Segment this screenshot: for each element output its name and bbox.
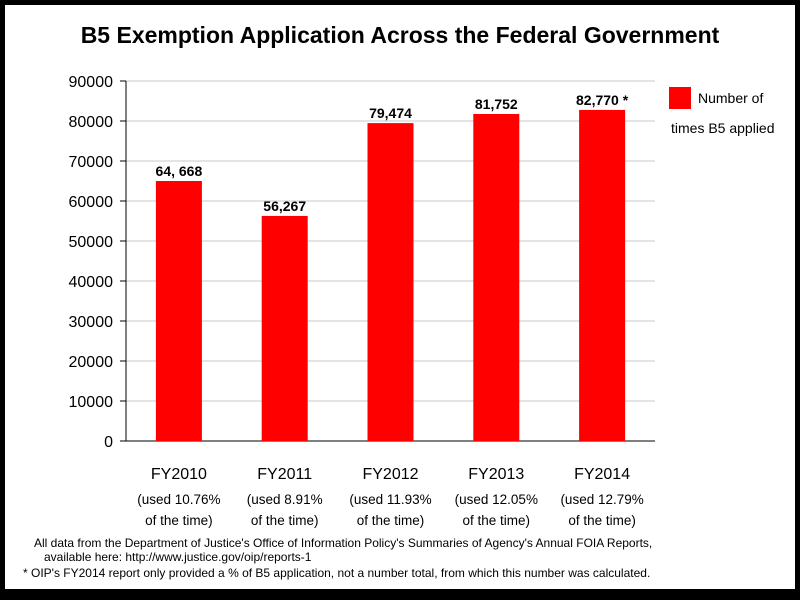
source-note-line1: All data from the Department of Justice'… <box>34 536 653 550</box>
y-tick-label: 10000 <box>69 394 114 411</box>
legend-swatch <box>669 87 691 109</box>
x-category-label: FY2011 <box>257 466 312 483</box>
chart-title: B5 Exemption Application Across the Fede… <box>81 22 720 48</box>
x-category-note: of the time) <box>357 513 425 528</box>
y-tick-label: 30000 <box>69 314 114 331</box>
x-category-note: (used 12.79% <box>560 492 643 507</box>
x-category-note: (used 12.05% <box>455 492 538 507</box>
x-category-note: of the time) <box>568 513 636 528</box>
y-tick-label: 40000 <box>69 274 114 291</box>
y-tick-label: 60000 <box>69 194 114 211</box>
x-category-label: FY2014 <box>574 466 630 483</box>
x-category-note: of the time) <box>251 513 319 528</box>
asterisk-note: * OIP's FY2014 report only provided a % … <box>23 566 651 580</box>
y-axis-ticks: 0 10000 20000 30000 40000 50000 60000 70000 8000… <box>69 74 114 451</box>
legend-label-line2: times B5 applied <box>671 120 775 136</box>
slide: B5 Exemption Application Across the Fede… <box>5 5 795 589</box>
y-tick-label: 50000 <box>69 234 114 251</box>
bar <box>155 181 202 441</box>
x-category-note: (used 11.93% <box>349 492 431 507</box>
x-category-label: FY2013 <box>468 466 524 483</box>
legend-label-line1: Number of <box>698 90 763 106</box>
y-tick-label: 20000 <box>69 354 114 371</box>
bar <box>367 123 414 441</box>
bar-chart: B5 Exemption Application Across the Fede… <box>69 22 775 528</box>
bars <box>155 109 626 442</box>
bar <box>579 109 626 442</box>
data-label: 82,770 * <box>576 92 629 108</box>
data-label: 64, 668 <box>156 163 203 179</box>
bar <box>261 215 308 441</box>
x-category-label: FY2010 <box>151 466 207 483</box>
source-note-line2: available here: http://www.justice.gov/o… <box>44 550 312 564</box>
x-category-label: FY2012 <box>362 466 418 483</box>
x-category-note: of the time) <box>463 513 531 528</box>
data-label: 81,752 <box>475 96 518 112</box>
data-label: 56,267 <box>263 198 306 214</box>
x-category-note: (used 10.76% <box>137 492 220 507</box>
legend: Number of times B5 applied <box>669 87 775 136</box>
x-category-note: (used 8.91% <box>247 492 323 507</box>
bar <box>473 113 520 441</box>
x-category-note: of the time) <box>145 513 213 528</box>
data-label: 79,474 <box>369 105 412 121</box>
x-axis-labels: FY2010 (used 10.76% of the time) FY2011 (use… <box>137 466 644 528</box>
y-tick-label: 90000 <box>69 74 114 91</box>
y-tick-label: 80000 <box>69 114 114 131</box>
y-tick-label: 70000 <box>69 154 114 171</box>
data-labels: 64, 668 56,267 79,474 81,752 82,770 * <box>156 92 629 214</box>
y-tick-label: 0 <box>104 434 113 451</box>
